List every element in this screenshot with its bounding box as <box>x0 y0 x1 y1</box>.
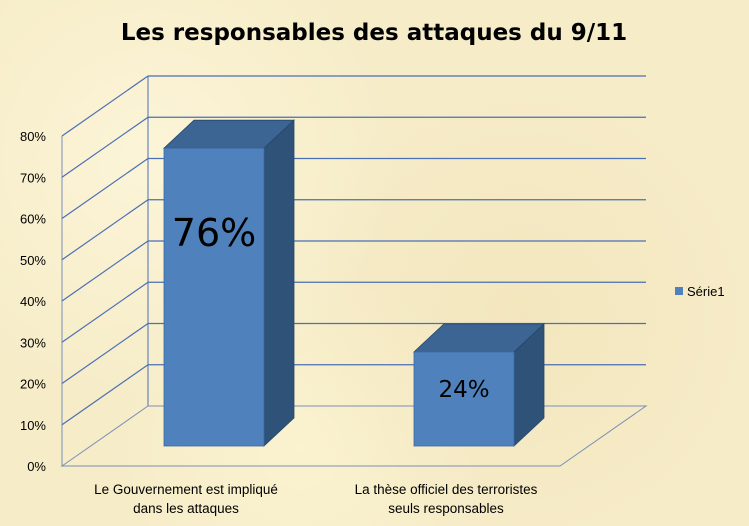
bars: 76% 24% <box>162 119 546 447</box>
y-tick-label: 70% <box>20 170 46 185</box>
legend-swatch <box>675 287 683 295</box>
gridline-side <box>61 75 149 137</box>
y-tick-label: 0% <box>27 459 46 474</box>
x-tick-label: La thèse officiel des terroristes seuls r… <box>355 482 538 516</box>
y-axis: 0% 10% 20% 30% 40% 50% 60% 70% 80% <box>20 129 46 474</box>
gridline-side <box>61 281 149 343</box>
legend: Série1 <box>675 284 725 299</box>
x-tick-label: Le Gouvernement est impliqué dans les att… <box>94 482 278 516</box>
gridline-side <box>61 323 149 384</box>
bar-side <box>263 119 295 447</box>
legend-label: Série1 <box>687 284 725 299</box>
y-tick-label: 50% <box>20 253 46 268</box>
floor <box>60 405 648 467</box>
y-tick-label: 30% <box>20 335 46 350</box>
gridline-side <box>61 199 149 261</box>
gridlines <box>60 75 648 467</box>
bar-front <box>163 147 265 447</box>
data-label: 24% <box>438 377 489 403</box>
x-axis: Le Gouvernement est impliqué dans les att… <box>94 482 538 516</box>
gridline-side <box>61 240 149 302</box>
gridline-side <box>61 158 149 219</box>
chart-title: Les responsables des attaques du 9/11 <box>121 20 627 46</box>
gridline-side <box>61 364 149 426</box>
data-label: 76% <box>172 211 256 255</box>
y-tick-label: 60% <box>20 212 46 227</box>
bar-front <box>413 351 515 447</box>
y-tick-label: 40% <box>20 294 46 309</box>
bar: 24% <box>412 323 546 447</box>
bar: 76% <box>162 119 296 447</box>
y-tick-label: 10% <box>20 418 46 433</box>
y-tick-label: 20% <box>20 377 46 392</box>
y-tick-label: 80% <box>20 129 46 144</box>
gridline-side <box>61 116 149 178</box>
